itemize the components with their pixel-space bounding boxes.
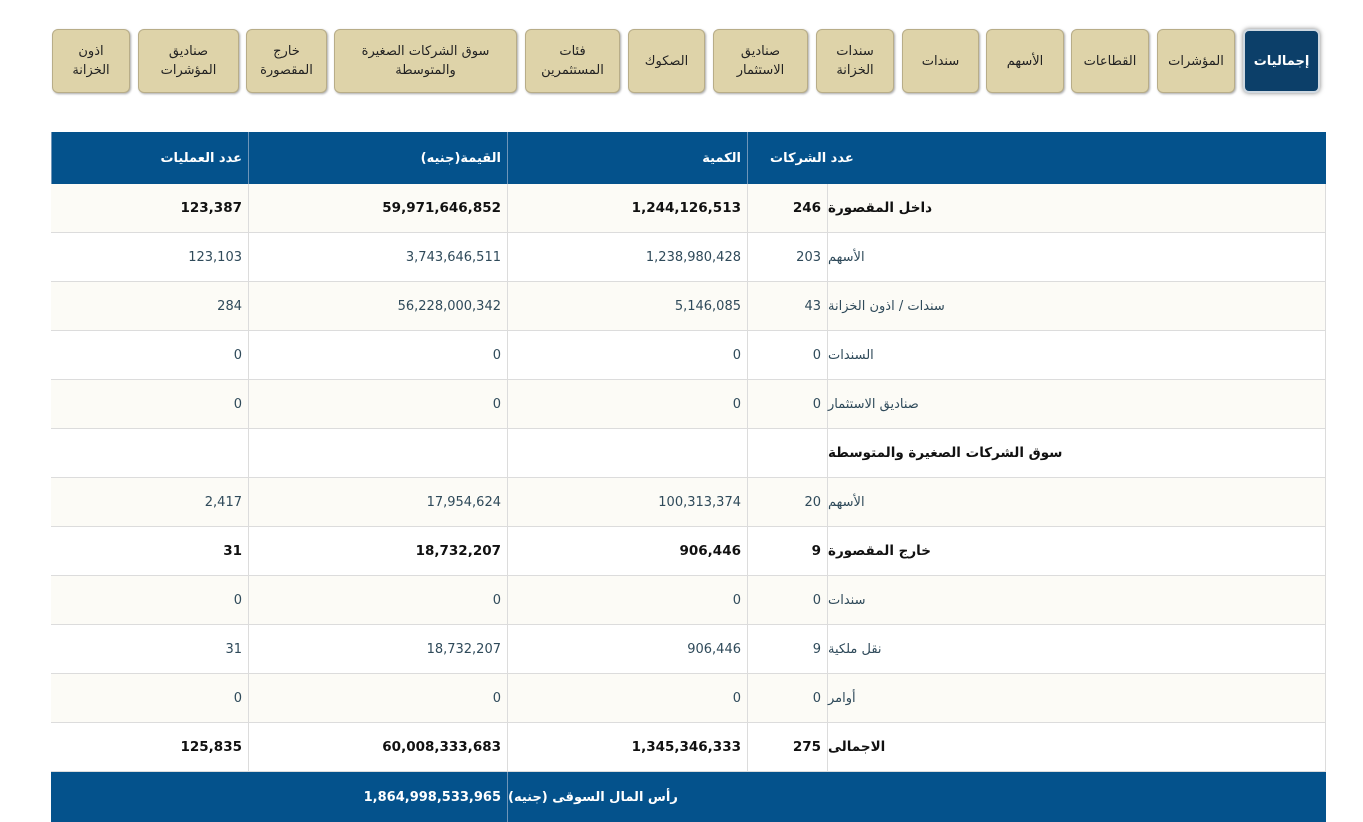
- cell-value: [248, 429, 507, 477]
- tab-11[interactable]: صناديق المؤشرات: [138, 29, 239, 93]
- table-row: 123,103 3,743,646,511 1,238,980,428 203 الأس…: [51, 233, 1326, 282]
- cell-value: 0: [248, 674, 507, 722]
- cell-count: 275: [747, 723, 827, 771]
- table-row: 31 18,732,207 906,446 9 نقل ملكية: [51, 625, 1326, 674]
- table-row: 0 0 0 0 السندات: [51, 331, 1326, 380]
- header-value: القيمة(جنيه): [248, 132, 507, 184]
- cell-value: 56,228,000,342: [248, 282, 507, 330]
- tab-5[interactable]: سندات الخزانة: [816, 29, 894, 93]
- market-cap-row: 1,864,998,533,965 رأس المال السوقى (جنيه…: [51, 772, 1326, 822]
- cell-name: الأسهم: [827, 478, 1326, 526]
- table-row: 125,835 60,008,333,683 1,345,346,333 275 الا…: [51, 723, 1326, 772]
- table-row: 0 0 0 0 أوامر: [51, 674, 1326, 723]
- market-cap-value: 1,864,998,533,965: [363, 789, 501, 805]
- cell-name: السندات: [827, 331, 1326, 379]
- table-row: 2,417 17,954,624 100,313,374 20 الأسهم: [51, 478, 1326, 527]
- tab-7[interactable]: الصكوك: [628, 29, 705, 93]
- cell-name: خارج المقصورة: [827, 527, 1326, 575]
- cell-name: الأسهم: [827, 233, 1326, 281]
- cell-count: 203: [747, 233, 827, 281]
- cell-count: 0: [747, 674, 827, 722]
- table-header: عدد العمليات القيمة(جنيه) الكمية عدد الش…: [51, 132, 1326, 184]
- cell-quantity: 5,146,085: [507, 282, 747, 330]
- tab-6[interactable]: صناديق الاستثمار: [713, 29, 808, 93]
- tab-12[interactable]: اذون الخزانة: [52, 29, 130, 93]
- cell-quantity: 0: [507, 674, 747, 722]
- cell-value: 17,954,624: [248, 478, 507, 526]
- tab-10[interactable]: خارج المقصورة: [246, 29, 327, 93]
- cell-quantity: 100,313,374: [507, 478, 747, 526]
- tab-3[interactable]: الأسهم: [986, 29, 1064, 93]
- cell-value: 18,732,207: [248, 527, 507, 575]
- tab-4[interactable]: سندات: [902, 29, 979, 93]
- cell-quantity: 906,446: [507, 625, 747, 673]
- tab-8[interactable]: فئات المستثمرين: [525, 29, 620, 93]
- cell-quantity: 1,244,126,513: [507, 184, 747, 232]
- cell-value: 0: [248, 331, 507, 379]
- cell-value: 3,743,646,511: [248, 233, 507, 281]
- header-quantity: الكمية: [507, 132, 747, 184]
- table-row: 123,387 59,971,646,852 1,244,126,513 246 داخ…: [51, 184, 1326, 233]
- cell-operations: [51, 429, 248, 477]
- header-operations: عدد العمليات: [51, 132, 248, 184]
- cell-operations: 2,417: [204, 494, 242, 510]
- tab-2[interactable]: القطاعات: [1071, 29, 1149, 93]
- cell-count: 0: [747, 576, 827, 624]
- cell-count: [747, 429, 827, 477]
- tab-0[interactable]: إجماليات: [1243, 29, 1320, 93]
- cell-count: 43: [747, 282, 827, 330]
- cell-count: 0: [747, 331, 827, 379]
- cell-count: 0: [747, 380, 827, 428]
- cell-name: داخل المقصورة: [827, 184, 1326, 232]
- cell-operations: 284: [217, 298, 242, 314]
- table-row: 31 18,732,207 906,446 9 خارج المقصورة: [51, 527, 1326, 576]
- table-row: 284 56,228,000,342 5,146,085 43 سندات / اذون…: [51, 282, 1326, 331]
- cell-operations: 125,835: [180, 739, 243, 755]
- cell-operations: 31: [223, 543, 242, 559]
- cell-operations: 0: [233, 347, 242, 363]
- cell-name: الاجمالى: [827, 723, 1326, 771]
- cell-count: 246: [747, 184, 827, 232]
- cell-operations: 31: [225, 641, 242, 657]
- tab-1[interactable]: المؤشرات: [1157, 29, 1235, 93]
- tab-bar: إجماليات المؤشرات القطاعات الأسهم سندات سندات…: [52, 29, 1320, 95]
- cell-value: 60,008,333,683: [248, 723, 507, 771]
- cell-value: 59,971,646,852: [248, 184, 507, 232]
- cell-operations: 123,387: [180, 200, 243, 216]
- table-row: 0 0 0 0 صناديق الاستثمار: [51, 380, 1326, 429]
- cell-quantity: 0: [507, 380, 747, 428]
- cell-name: أوامر: [827, 674, 1326, 722]
- cell-count: 9: [747, 527, 827, 575]
- tab-9[interactable]: سوق الشركات الصغيرة والمتوسطة: [334, 29, 517, 93]
- cell-operations: 0: [233, 690, 242, 706]
- cell-quantity: 0: [507, 331, 747, 379]
- cell-operations: 0: [233, 592, 242, 608]
- cell-quantity: 1,345,346,333: [507, 723, 747, 771]
- cell-name: صناديق الاستثمار: [827, 380, 1326, 428]
- cell-operations: 0: [233, 396, 242, 412]
- header-count: عدد الشركات: [747, 132, 1325, 184]
- cell-value: 18,732,207: [248, 625, 507, 673]
- cell-count: 9: [747, 625, 827, 673]
- cell-name: سندات / اذون الخزانة: [827, 282, 1326, 330]
- cell-quantity: 1,238,980,428: [507, 233, 747, 281]
- cell-count: 20: [747, 478, 827, 526]
- cell-quantity: 0: [507, 576, 747, 624]
- cell-value: 0: [248, 380, 507, 428]
- cell-name: سندات: [827, 576, 1326, 624]
- table-row: سوق الشركات الصغيرة والمتوسطة: [51, 429, 1326, 478]
- cell-value: 0: [248, 576, 507, 624]
- market-summary-table: عدد العمليات القيمة(جنيه) الكمية عدد الش…: [51, 132, 1326, 822]
- cell-quantity: 906,446: [507, 527, 747, 575]
- cell-quantity: [507, 429, 747, 477]
- cell-name: نقل ملكية: [827, 625, 1326, 673]
- cell-operations: 123,103: [188, 249, 242, 265]
- market-cap-label: رأس المال السوقى (جنيه): [507, 772, 1326, 822]
- table-row: 0 0 0 0 سندات: [51, 576, 1326, 625]
- cell-name: سوق الشركات الصغيرة والمتوسطة: [827, 429, 1326, 477]
